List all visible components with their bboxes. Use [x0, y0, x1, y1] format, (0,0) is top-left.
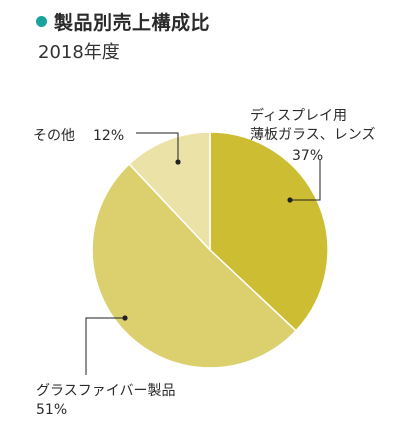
leader-dot-other: [175, 159, 181, 165]
leader-lines: [85, 132, 321, 375]
slice-label-glass-fiber: グラスファイバー製品: [36, 383, 175, 399]
chart-title: 製品別売上構成比: [54, 12, 211, 34]
leader-line-glass-fiber: [85, 317, 125, 375]
slice-value-display-glass: 37%: [292, 148, 323, 164]
leader-dot-display-glass: [287, 197, 293, 203]
slice-label-other: その他: [33, 128, 75, 144]
pie-slice-other: [128, 131, 211, 252]
bullet-dot-icon: [36, 16, 47, 27]
slice-label-display-glass: ディスプレイ用 薄板ガラス、レンズ: [250, 107, 375, 143]
title-row: 製品別売上構成比: [36, 8, 210, 35]
pie-slice-display-glass: [209, 131, 329, 332]
slice-value-other: 12%: [93, 128, 124, 144]
pie-slices: [91, 131, 329, 369]
slice-value-glass-fiber: 51%: [36, 402, 67, 418]
leader-dot-glass-fiber: [122, 315, 128, 321]
leader-line-display-glass: [290, 160, 321, 201]
chart-subtitle: 2018年度: [38, 42, 120, 63]
pie-slice-glass-fiber: [91, 162, 298, 369]
leader-line-other: [136, 132, 179, 162]
